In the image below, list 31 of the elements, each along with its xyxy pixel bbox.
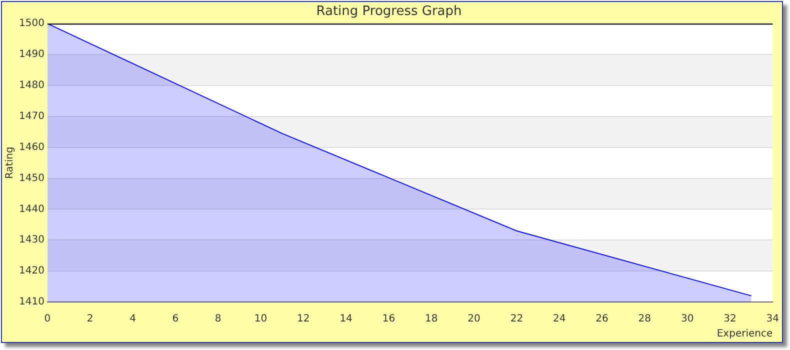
- x-tick-label: 16: [382, 314, 396, 325]
- x-tick-label: 0: [44, 314, 51, 325]
- y-tick-label: 1490: [18, 49, 44, 60]
- x-tick-label: 10: [254, 314, 268, 325]
- x-tick-label: 22: [510, 314, 524, 325]
- x-tick-label: 18: [425, 314, 438, 325]
- x-tick-label: 34: [766, 314, 780, 325]
- chart-title: Rating Progress Graph: [316, 4, 462, 20]
- x-tick-label: 30: [680, 314, 694, 325]
- x-tick-label: 32: [724, 314, 736, 325]
- y-axis-title: Rating: [4, 146, 16, 179]
- x-tick-label: 6: [172, 314, 179, 325]
- x-tick-label: 28: [638, 314, 652, 325]
- y-tick-label: 1500: [18, 18, 44, 30]
- x-tick-label: 8: [214, 314, 222, 325]
- x-tick-label: 20: [468, 314, 480, 325]
- y-tick-label: 1480: [18, 80, 44, 92]
- x-tick-label: 24: [552, 314, 566, 325]
- y-tick-label: 1430: [18, 234, 44, 246]
- x-axis-title: Experience: [716, 328, 773, 340]
- y-tick-label: 1460: [18, 142, 44, 153]
- y-tick-label: 1420: [18, 266, 44, 277]
- y-tick-label: 1450: [18, 172, 44, 184]
- y-tick-label: 1440: [18, 204, 44, 215]
- y-tick-label: 1410: [18, 296, 44, 308]
- x-tick-label: 12: [297, 314, 310, 325]
- x-tick-label: 2: [86, 314, 94, 325]
- x-tick-label: 26: [596, 314, 608, 325]
- y-tick-label: 1470: [18, 110, 44, 122]
- x-tick-label: 14: [340, 314, 352, 325]
- x-tick-label: 4: [130, 314, 136, 325]
